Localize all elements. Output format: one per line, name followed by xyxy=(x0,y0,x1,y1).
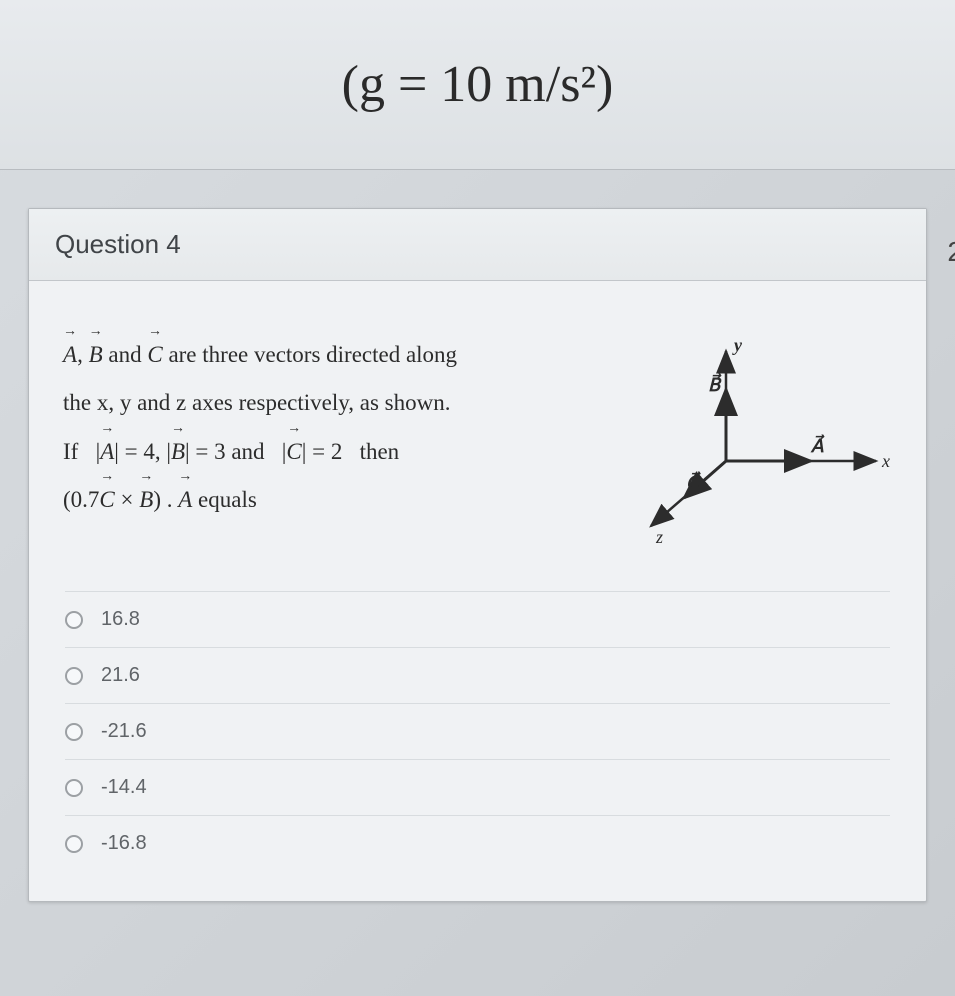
x-label: x xyxy=(881,451,890,471)
question-line-3: If |→A| = 4, |→B| = 3 and |→C| = 2 then xyxy=(63,428,544,476)
mag-B: |→B| = 3 xyxy=(166,439,225,464)
answer-option[interactable]: -21.6 xyxy=(65,703,890,759)
radio-icon xyxy=(65,611,83,629)
radio-icon xyxy=(65,835,83,853)
vector-B: →B xyxy=(89,331,103,379)
vector-C: →C xyxy=(147,331,162,379)
answer-label: -14.4 xyxy=(101,776,147,799)
mag-C: |→C| = 2 xyxy=(282,439,343,464)
radio-icon xyxy=(65,667,83,685)
C-label: C⃗ xyxy=(686,471,702,493)
answer-list: 16.8 21.6 -21.6 -14.4 -16.8 xyxy=(29,581,926,901)
answer-label: -16.8 xyxy=(101,832,147,855)
answer-label: 21.6 xyxy=(101,664,140,687)
answer-option[interactable]: 16.8 xyxy=(65,591,890,647)
answer-option[interactable]: 21.6 xyxy=(65,647,890,703)
B-label: B⃗ xyxy=(708,373,722,395)
question-line-2: the x, y and z axes respectively, as sho… xyxy=(63,379,544,427)
answer-label: 16.8 xyxy=(101,608,140,631)
question-text: →A, →B and →C are three vectors directed… xyxy=(63,331,544,524)
axes-diagram: y B⃗ x A⃗ z C⃗ xyxy=(576,331,896,551)
question-number: Question 4 xyxy=(29,209,926,281)
answer-option[interactable]: -14.4 xyxy=(65,759,890,815)
answer-label: -21.6 xyxy=(101,720,147,743)
radio-icon xyxy=(65,723,83,741)
question-body: →A, →B and →C are three vectors directed… xyxy=(29,281,926,581)
y-label: y xyxy=(732,335,743,355)
mag-A: |→A| = 4, xyxy=(96,439,161,464)
question-line-1: →A, →B and →C are three vectors directed… xyxy=(63,331,544,379)
vector-A: →A xyxy=(63,331,77,379)
question-line-4: (0.7→C × →B) . →A equals xyxy=(63,476,544,524)
page-header: (g = 10 m/s²) xyxy=(0,0,955,170)
question-panel: Question 4 →A, →B and →C are three vecto… xyxy=(28,208,927,902)
radio-icon xyxy=(65,779,83,797)
gravity-formula: (g = 10 m/s²) xyxy=(342,55,614,114)
points-fragment: 2 xyxy=(947,236,955,268)
A-label: A⃗ xyxy=(810,434,825,456)
z-label: z xyxy=(655,527,663,547)
answer-option[interactable]: -16.8 xyxy=(65,815,890,871)
